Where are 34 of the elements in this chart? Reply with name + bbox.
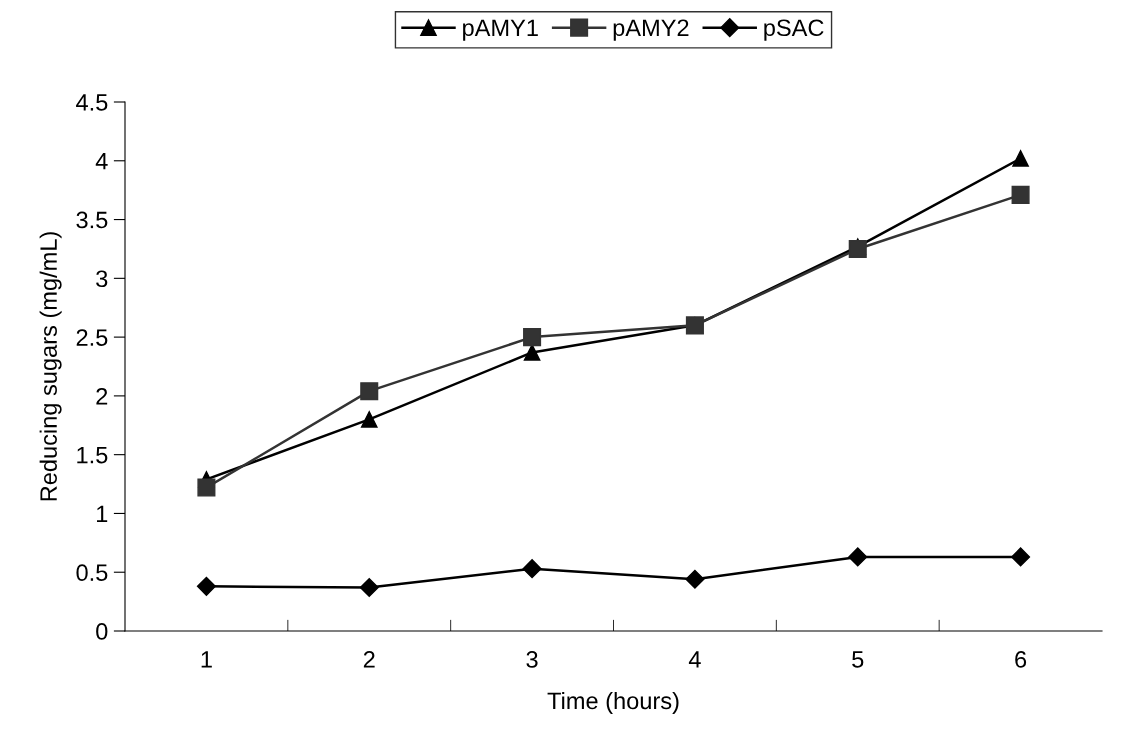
y-tick-label: 0 [96, 623, 108, 640]
y-tick-label: 3 [96, 270, 108, 288]
point [360, 411, 378, 428]
point [196, 576, 216, 596]
point [523, 344, 541, 361]
point [848, 547, 868, 567]
y-tick-label: 0.5 [76, 564, 108, 582]
y-tick-label: 2 [96, 387, 108, 405]
y-tick-label: 3.5 [76, 211, 108, 229]
y-tick-label: 4 [95, 153, 108, 170]
point [1011, 185, 1030, 204]
x-tick-label: 5 [852, 651, 864, 668]
x-axis-title: Time (hours) [547, 691, 679, 714]
x-tick-label: 4 [688, 651, 701, 668]
x-tick-label: 6 [1015, 651, 1027, 668]
x-tick-label: 3 [526, 651, 538, 668]
point [197, 478, 216, 497]
y-tick-label: 4.5 [76, 94, 108, 111]
point [1011, 547, 1031, 567]
point [1012, 150, 1029, 167]
y-tick-label: 1 [97, 505, 108, 522]
point [522, 559, 542, 579]
legend-label: pAMY1 [463, 19, 538, 41]
legend-label: pAMY2 [613, 19, 689, 41]
x-tick-label: 1 [201, 651, 212, 668]
y-axis-title: Reducing sugars (mg/mL) [39, 232, 62, 501]
point [360, 382, 379, 401]
y-tick-label: 1.5 [77, 446, 108, 464]
point [523, 328, 542, 347]
legend-label: pSAC [764, 19, 824, 41]
point [359, 577, 379, 598]
y-tick-label: 2.5 [76, 329, 108, 346]
point [685, 569, 705, 589]
x-tick-label: 2 [363, 651, 375, 668]
